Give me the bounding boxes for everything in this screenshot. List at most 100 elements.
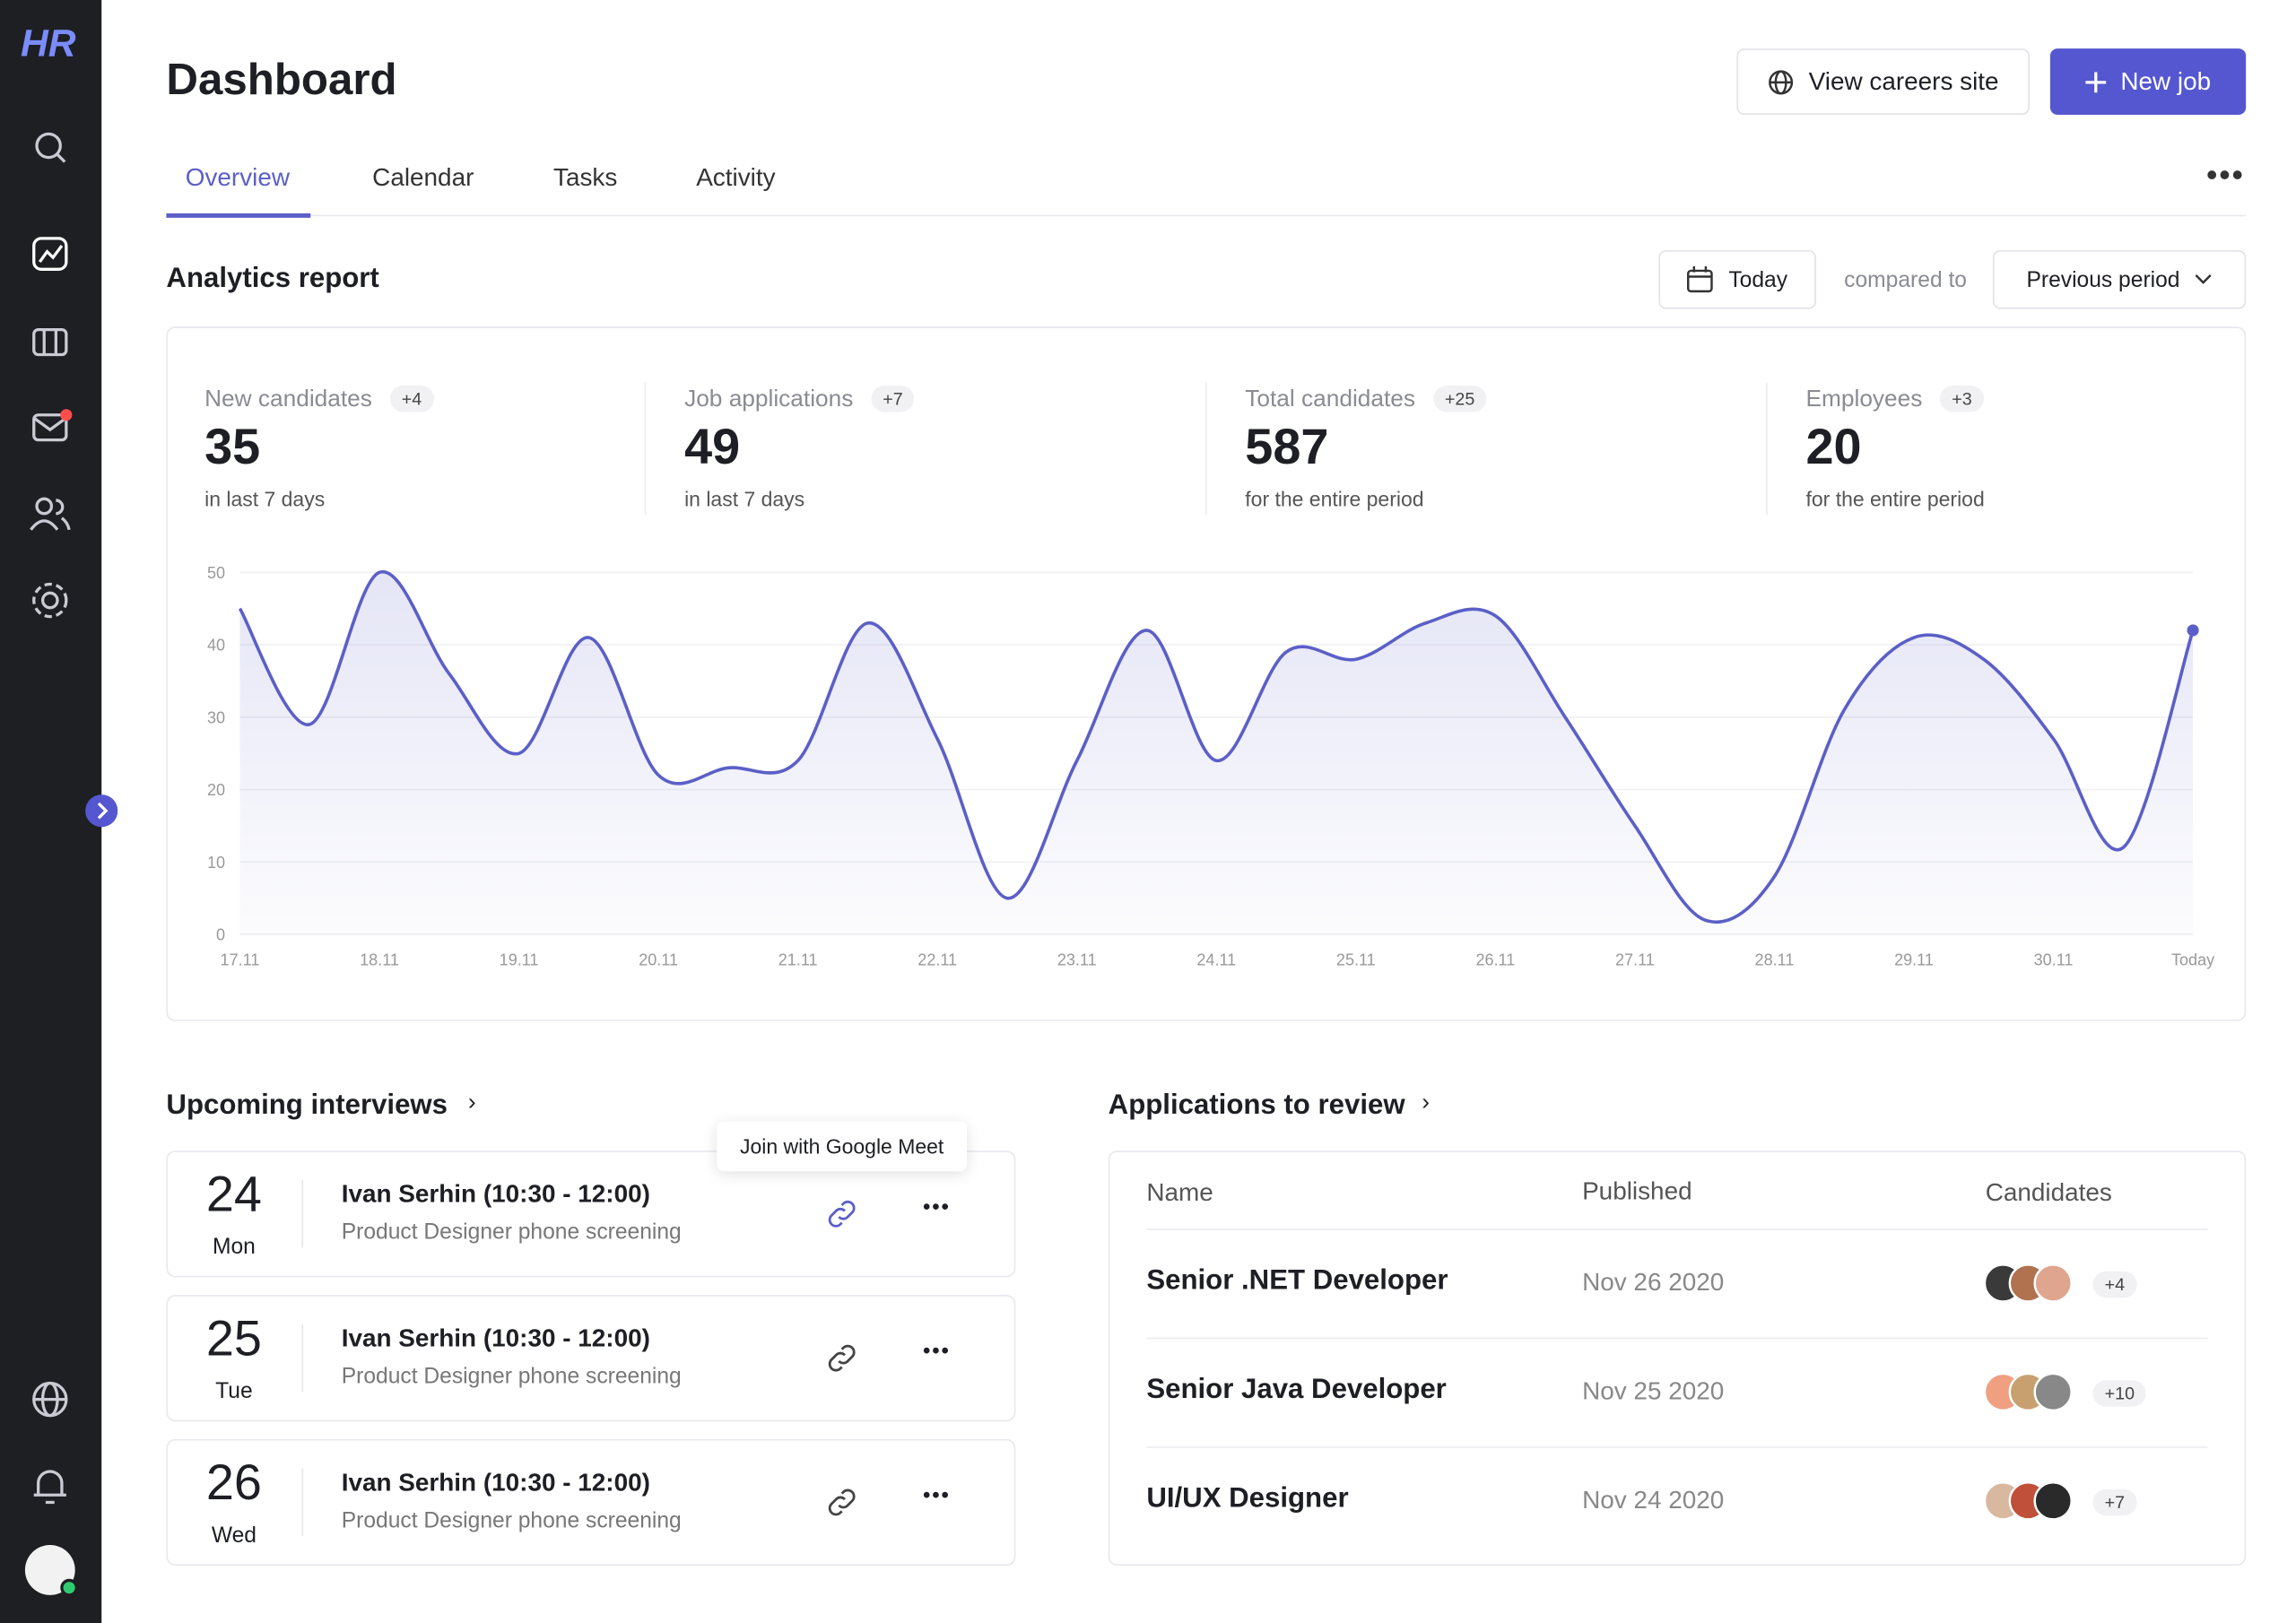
- section-title: Upcoming interviews: [166, 1089, 448, 1122]
- interview-name: Ivan Serhin (10:30 - 12:00): [341, 1468, 650, 1497]
- page-title: Dashboard: [166, 56, 397, 105]
- section-arrow[interactable]: ›: [1422, 1089, 1430, 1115]
- stat-divider: [1766, 382, 1768, 516]
- tab-indicator: [166, 213, 311, 218]
- tabs-border: [166, 214, 2247, 217]
- interview-card: [166, 1295, 1016, 1422]
- stat-label: Employees: [1805, 386, 1923, 412]
- link-shape: [828, 1344, 856, 1372]
- x-tick-label: 18.11: [360, 950, 399, 968]
- date-button[interactable]: Today: [1658, 249, 1816, 309]
- tab[interactable]: Calendar: [372, 163, 474, 192]
- column-header: Name: [1146, 1178, 1213, 1207]
- x-tick-label: 19.11: [500, 950, 539, 968]
- more-candidates: +10: [2092, 1380, 2147, 1407]
- more-candidates: +7: [2092, 1488, 2137, 1516]
- x-tick-label: 20.11: [639, 950, 678, 968]
- weekday: Wed: [211, 1523, 257, 1549]
- stat-value: 587: [1245, 419, 1329, 476]
- x-tick-label: 27.11: [1615, 950, 1655, 968]
- row-divider: [1146, 1337, 2208, 1340]
- end-point: [2187, 624, 2199, 637]
- x-tick-label: 23.11: [1057, 950, 1097, 968]
- stat-value: 35: [204, 419, 261, 476]
- x-tick-label: 22.11: [918, 950, 957, 968]
- x-tick-label: 28.11: [1755, 950, 1795, 968]
- interview-name: Ivan Serhin (10:30 - 12:00): [341, 1324, 650, 1353]
- section-arrow[interactable]: ›: [467, 1089, 476, 1115]
- stat-divider: [644, 382, 647, 516]
- link-shape: [828, 1200, 856, 1228]
- careers-button[interactable]: View careers site: [1736, 48, 2030, 115]
- more-button[interactable]: •••: [922, 1483, 951, 1509]
- plus-icon: [2084, 71, 2106, 92]
- day: 24: [205, 1167, 262, 1223]
- area: [239, 571, 2194, 935]
- job-name[interactable]: UI/UX Designer: [1146, 1483, 1349, 1515]
- avatar: [2033, 1372, 2073, 1412]
- more-button[interactable]: •••: [922, 1339, 951, 1365]
- row-divider: [1146, 1446, 2208, 1448]
- y-tick-label: 30: [207, 708, 225, 726]
- x-tick-label: 30.11: [2034, 950, 2074, 968]
- stat-delta: +4: [389, 385, 434, 412]
- avatars: [1984, 1263, 2073, 1303]
- stat-label: New candidates: [204, 386, 372, 412]
- link-icon[interactable]: [824, 1485, 859, 1520]
- interview-card: [166, 1438, 1016, 1567]
- interview-desc: Product Designer phone screening: [341, 1364, 682, 1390]
- more-candidates: +4: [2092, 1271, 2137, 1298]
- avatar: [2033, 1481, 2073, 1521]
- more-menu[interactable]: •••: [2205, 155, 2245, 193]
- logo[interactable]: HR: [20, 20, 76, 65]
- divider: [301, 1324, 304, 1393]
- tooltip: Join with Google Meet: [717, 1121, 968, 1172]
- stat-note: for the entire period: [1245, 487, 1424, 511]
- interview-card: [166, 1150, 1016, 1278]
- x-tick-label: 21.11: [778, 950, 818, 968]
- published: Nov 24 2020: [1582, 1486, 1725, 1515]
- link-icon[interactable]: [824, 1341, 859, 1376]
- y-tick-label: 50: [207, 564, 225, 582]
- stat-value: 20: [1805, 419, 1862, 476]
- column-header: Candidates: [1985, 1178, 2112, 1207]
- button-label: View careers site: [1808, 66, 1999, 95]
- period-select[interactable]: Previous period: [1992, 249, 2247, 309]
- divider: [301, 1180, 304, 1248]
- tab[interactable]: Activity: [696, 163, 776, 192]
- stat-value: 49: [684, 419, 741, 476]
- calendar-icon: [1687, 266, 1714, 293]
- new-job-button[interactable]: New job: [2049, 48, 2247, 115]
- stat-note: in last 7 days: [204, 487, 326, 511]
- link-icon[interactable]: [824, 1196, 859, 1231]
- more-button[interactable]: •••: [922, 1194, 951, 1220]
- line: [238, 570, 2195, 924]
- line-chart: 0 10 20 30 40 50 17.11 18.11 19.11 20.11 21.11 22.1…: [207, 564, 2214, 969]
- column-header: Published: [1582, 1176, 1692, 1205]
- row-divider: [1146, 1228, 2208, 1230]
- job-name[interactable]: Senior Java Developer: [1146, 1374, 1447, 1406]
- stat-note: in last 7 days: [684, 487, 805, 511]
- tab[interactable]: Overview: [185, 163, 291, 192]
- weekday: Tue: [215, 1378, 253, 1404]
- tab[interactable]: Tasks: [553, 163, 618, 192]
- stat-label: Total candidates: [1245, 386, 1416, 412]
- published: Nov 26 2020: [1582, 1268, 1725, 1297]
- button-label: Today: [1728, 266, 1788, 292]
- x-tick-label: 24.11: [1196, 950, 1236, 968]
- x-tick-label: 26.11: [1475, 950, 1515, 968]
- avatar: [2033, 1263, 2073, 1303]
- sidebar-icons: [24, 132, 118, 1597]
- y-tick-label: 20: [207, 781, 225, 799]
- job-name[interactable]: Senior .NET Developer: [1146, 1265, 1448, 1297]
- x-tick-label: 25.11: [1336, 950, 1376, 968]
- stat-note: for the entire period: [1805, 487, 1985, 511]
- y-tick-label: 40: [207, 637, 225, 655]
- y-tick-label: 10: [207, 854, 225, 872]
- stat-divider: [1205, 382, 1207, 516]
- y-tick-label: 0: [216, 926, 225, 944]
- published: Nov 25 2020: [1582, 1376, 1725, 1406]
- divider: [301, 1468, 304, 1537]
- avatars: [1984, 1372, 2073, 1412]
